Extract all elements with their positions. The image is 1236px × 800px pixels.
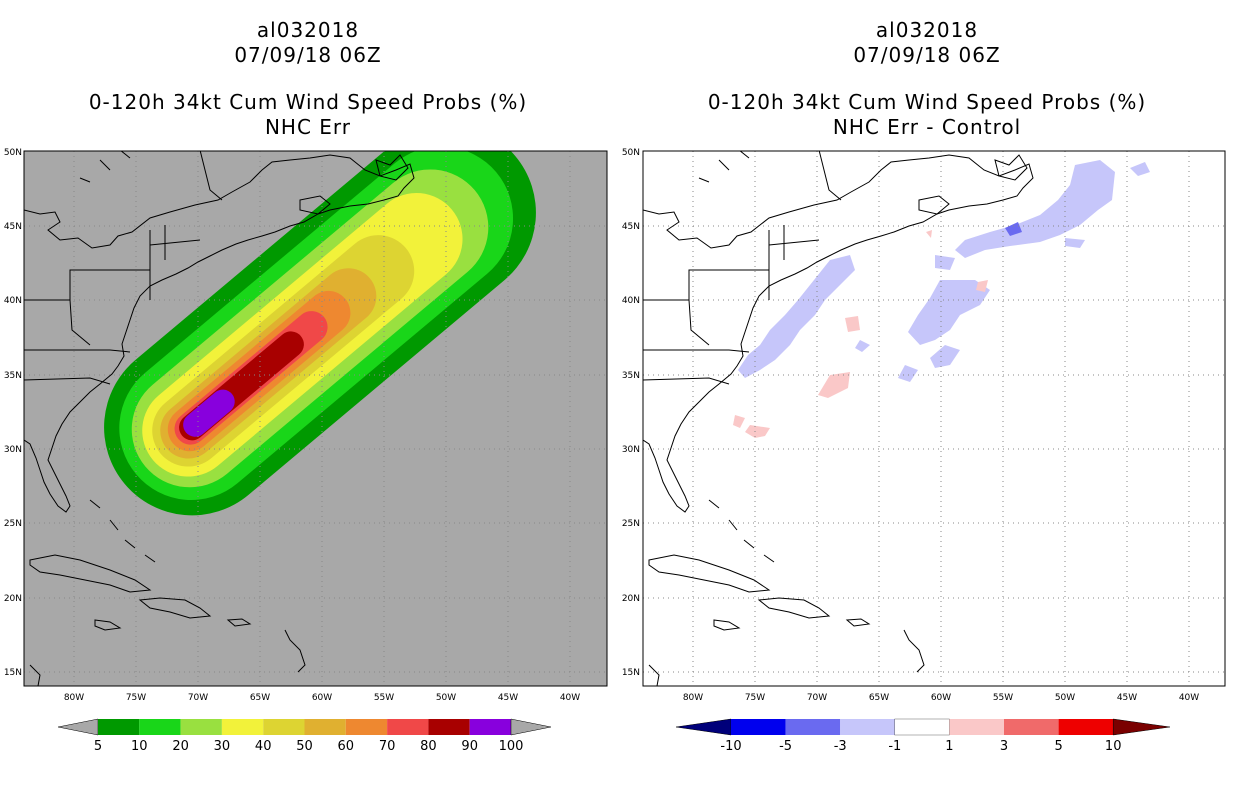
right-coastlines bbox=[643, 151, 1034, 686]
left-date: 07/09/18 06Z bbox=[234, 43, 382, 67]
left-cbar-label: 80 bbox=[420, 739, 437, 754]
lon-label: 50W bbox=[436, 693, 456, 703]
lon-label: 80W bbox=[64, 693, 84, 703]
right-product-title: 0-120h 34kt Cum Wind Speed Probs (%) bbox=[707, 90, 1147, 114]
left-product-title: 0-120h 34kt Cum Wind Speed Probs (%) bbox=[88, 90, 528, 114]
left-lat-labels: 50N 45N 40N 35N 30N 25N 20N 15N bbox=[4, 148, 22, 678]
lon-label: 80W bbox=[683, 693, 703, 703]
left-title-block: al032018 07/09/18 06Z bbox=[8, 18, 608, 68]
lon-label: 70W bbox=[807, 693, 827, 703]
positive-diff-areas bbox=[733, 230, 988, 438]
left-cbar-label: 90 bbox=[461, 739, 478, 754]
lat-label: 30N bbox=[622, 445, 640, 455]
left-cbar-label: 100 bbox=[499, 739, 524, 754]
lat-label: 45N bbox=[4, 222, 22, 232]
lon-label: 55W bbox=[374, 693, 394, 703]
lat-label: 25N bbox=[4, 519, 22, 529]
left-map-area bbox=[24, 151, 607, 686]
right-colorbar: -10 -5 -3 -1 1 3 5 10 bbox=[675, 718, 1171, 754]
lat-label: 40N bbox=[622, 296, 640, 306]
wind-prob-swath bbox=[104, 151, 536, 516]
lon-label: 45W bbox=[1117, 693, 1137, 703]
lat-label: 25N bbox=[622, 519, 640, 529]
left-lon-labels: 80W 75W 70W 65W 60W 55W 50W 45W 40W bbox=[64, 693, 580, 703]
left-subtitle: NHC Err bbox=[264, 115, 352, 139]
right-cbar-label: -5 bbox=[779, 739, 792, 754]
right-cbar-label: 3 bbox=[1000, 739, 1008, 754]
left-cbar-label: 30 bbox=[214, 739, 231, 754]
lat-label: 20N bbox=[622, 594, 640, 604]
left-product-block: 0-120h 34kt Cum Wind Speed Probs (%) NHC… bbox=[8, 90, 608, 140]
right-map-area bbox=[643, 151, 1225, 686]
lon-label: 45W bbox=[498, 693, 518, 703]
lat-label: 20N bbox=[4, 594, 22, 604]
right-lat-labels: 50N 45N 40N 35N 30N 25N 20N 15N bbox=[622, 148, 640, 678]
right-product-block: 0-120h 34kt Cum Wind Speed Probs (%) NHC… bbox=[627, 90, 1227, 140]
right-cbar-label: -1 bbox=[888, 739, 901, 754]
negative-diff-areas bbox=[738, 160, 1150, 382]
lon-label: 65W bbox=[250, 693, 270, 703]
right-cbar-label: 1 bbox=[945, 739, 953, 754]
lon-label: 75W bbox=[126, 693, 146, 703]
lon-label: 60W bbox=[312, 693, 332, 703]
lat-label: 50N bbox=[4, 148, 22, 158]
lon-label: 40W bbox=[1179, 693, 1199, 703]
right-date: 07/09/18 06Z bbox=[853, 43, 1001, 67]
left-colorbar: 5 10 20 30 40 50 60 70 80 90 100 bbox=[57, 718, 552, 754]
lat-label: 35N bbox=[4, 371, 22, 381]
lon-label: 55W bbox=[993, 693, 1013, 703]
left-cbar-label: 70 bbox=[379, 739, 396, 754]
lat-label: 40N bbox=[4, 296, 22, 306]
right-cbar-label: -10 bbox=[720, 739, 741, 754]
left-coastlines bbox=[24, 151, 415, 686]
left-cbar-label: 20 bbox=[172, 739, 189, 754]
right-cbar-label: 5 bbox=[1054, 739, 1062, 754]
lat-label: 35N bbox=[622, 371, 640, 381]
right-subtitle: NHC Err - Control bbox=[832, 115, 1022, 139]
right-cbar-label: 10 bbox=[1105, 739, 1122, 754]
lat-label: 45N bbox=[622, 222, 640, 232]
lat-label: 30N bbox=[4, 445, 22, 455]
left-cbar-label: 50 bbox=[296, 739, 313, 754]
negative-diff-mid bbox=[1005, 222, 1022, 236]
lon-label: 65W bbox=[869, 693, 889, 703]
right-cbar-label: -3 bbox=[834, 739, 847, 754]
left-grid bbox=[24, 151, 607, 686]
lat-label: 50N bbox=[622, 148, 640, 158]
right-title-block: al032018 07/09/18 06Z bbox=[627, 18, 1227, 68]
left-cbar-label: 10 bbox=[131, 739, 148, 754]
lat-label: 15N bbox=[4, 668, 22, 678]
lon-label: 40W bbox=[560, 693, 580, 703]
band-90 bbox=[183, 389, 235, 437]
right-grid bbox=[643, 151, 1225, 686]
left-cbar-label: 40 bbox=[255, 739, 272, 754]
left-cbar-label: 5 bbox=[94, 739, 102, 754]
lon-label: 60W bbox=[931, 693, 951, 703]
lon-label: 50W bbox=[1055, 693, 1075, 703]
left-cbar-label: 60 bbox=[338, 739, 355, 754]
lon-label: 70W bbox=[188, 693, 208, 703]
right-storm-id: al032018 bbox=[875, 18, 979, 42]
lat-label: 15N bbox=[622, 668, 640, 678]
left-storm-id: al032018 bbox=[256, 18, 360, 42]
lon-label: 75W bbox=[745, 693, 765, 703]
right-lon-labels: 80W 75W 70W 65W 60W 55W 50W 45W 40W bbox=[683, 693, 1199, 703]
